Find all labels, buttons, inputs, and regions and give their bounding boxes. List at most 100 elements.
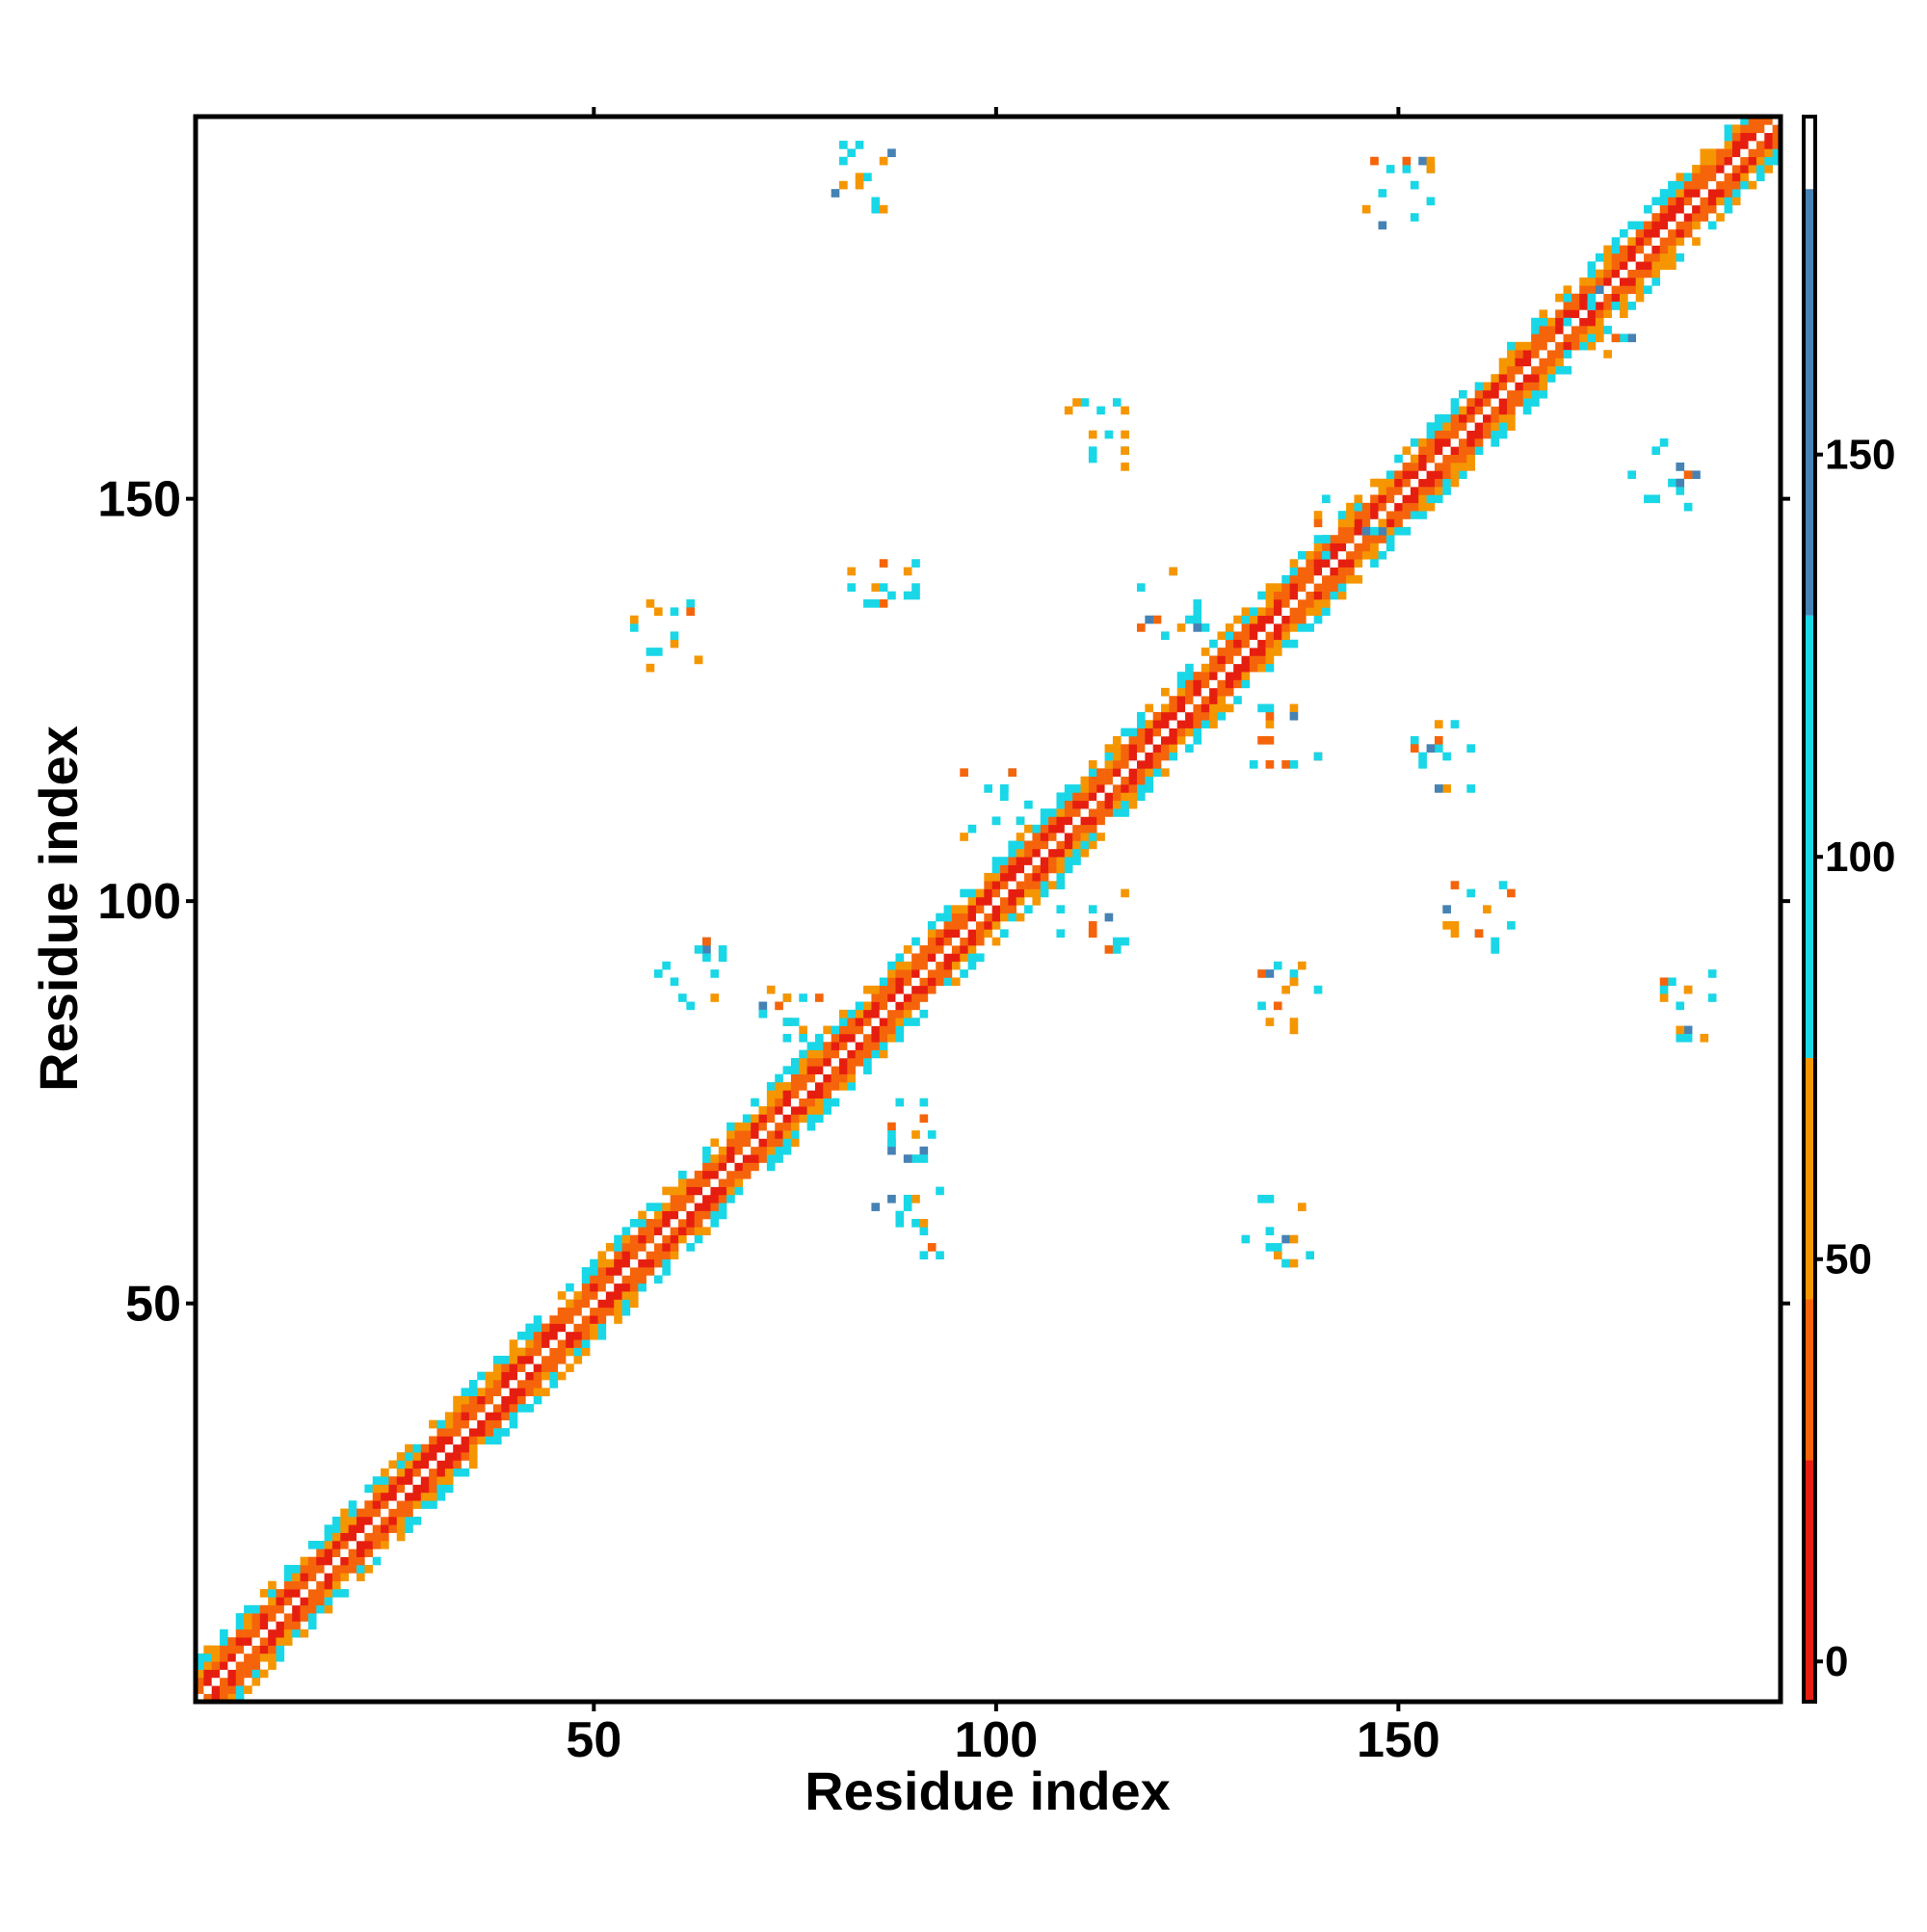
- heatmap-cell: [1507, 382, 1516, 391]
- heatmap-cell: [1507, 357, 1516, 367]
- heatmap-cell: [936, 937, 944, 946]
- heatmap-cell: [1644, 228, 1652, 238]
- heatmap-cell: [259, 1604, 269, 1614]
- heatmap-cell: [1498, 365, 1508, 375]
- heatmap-cell: [621, 1283, 631, 1292]
- heatmap-cell: [1539, 357, 1548, 367]
- heatmap-cell: [782, 1098, 792, 1107]
- heatmap-cell: [1088, 768, 1097, 778]
- heatmap-cell: [444, 1476, 454, 1485]
- heatmap-cell: [412, 1476, 422, 1485]
- heatmap-cell: [1507, 413, 1516, 423]
- heatmap-cell: [1185, 720, 1194, 728]
- heatmap-cell: [1056, 840, 1066, 850]
- heatmap-cell: [1016, 888, 1025, 898]
- heatmap-cell: [1716, 213, 1725, 222]
- heatmap-cell: [911, 1218, 920, 1228]
- heatmap-cell: [814, 1090, 824, 1099]
- heatmap-cell: [1064, 833, 1073, 841]
- heatmap-cell: [1659, 985, 1669, 994]
- heatmap-cell: [782, 1146, 792, 1155]
- heatmap-cell: [967, 953, 977, 963]
- heatmap-cell: [1731, 132, 1741, 142]
- heatmap-cell: [1394, 511, 1403, 519]
- heatmap-cell: [1241, 672, 1251, 680]
- heatmap-cell: [1378, 518, 1387, 528]
- heatmap-cell: [895, 1009, 905, 1019]
- heatmap-cell: [1217, 631, 1227, 641]
- heatmap-cell: [1394, 478, 1403, 488]
- heatmap-cell: [1257, 1001, 1266, 1011]
- heatmap-cell: [268, 1645, 277, 1654]
- heatmap-cell: [1442, 478, 1451, 488]
- heatmap-cell: [1265, 615, 1275, 624]
- heatmap-cell: [1128, 744, 1138, 753]
- heatmap-cell: [1257, 607, 1266, 617]
- heatmap-cell: [1619, 333, 1628, 343]
- heatmap-cell: [1676, 228, 1685, 238]
- heatmap-cell: [991, 896, 1001, 906]
- heatmap-cell: [605, 1291, 615, 1300]
- heatmap-cell: [911, 1194, 920, 1204]
- x-axis-title: Residue index: [805, 1760, 1171, 1821]
- heatmap-cell: [1651, 237, 1661, 246]
- heatmap-cell: [1539, 365, 1548, 375]
- heatmap-cell: [1225, 623, 1234, 632]
- heatmap-cell: [1731, 197, 1741, 206]
- heatmap-cell: [1265, 1227, 1275, 1235]
- heatmap-cell: [1474, 929, 1484, 939]
- heatmap-cell: [1273, 1251, 1282, 1260]
- heatmap-cell: [863, 172, 872, 182]
- heatmap-cell: [1104, 792, 1114, 802]
- heatmap-cell: [1707, 148, 1717, 158]
- heatmap-cell: [501, 1363, 510, 1372]
- heatmap-cell: [621, 1267, 631, 1276]
- heatmap-cell: [541, 1339, 550, 1348]
- heatmap-cell: [646, 1267, 655, 1276]
- heatmap-cell: [1136, 711, 1146, 721]
- heatmap-cell: [1402, 463, 1412, 471]
- heatmap-cell: [1209, 703, 1218, 713]
- heatmap-cell: [1386, 470, 1395, 480]
- heatmap-cell: [235, 1628, 245, 1638]
- heatmap-cell: [1016, 848, 1025, 858]
- heatmap-cell: [782, 1018, 792, 1026]
- heatmap-cell: [919, 985, 929, 994]
- heatmap-cell: [220, 1661, 228, 1670]
- heatmap-cell: [1000, 872, 1009, 882]
- heatmap-cell: [251, 1637, 261, 1646]
- heatmap-cell: [436, 1436, 446, 1445]
- heatmap-cell: [879, 156, 888, 166]
- heatmap-cell: [477, 1428, 486, 1437]
- heatmap-cell: [1088, 905, 1097, 913]
- heatmap-cell: [364, 1540, 374, 1549]
- heatmap-cell: [1361, 511, 1371, 519]
- heatmap-cell: [967, 896, 977, 906]
- heatmap-cell: [1418, 446, 1427, 456]
- heatmap-cell: [220, 1628, 228, 1638]
- heatmap-cell: [1627, 269, 1636, 278]
- heatmap-cell: [814, 1042, 824, 1050]
- heatmap-cell: [1587, 309, 1597, 319]
- heatmap-cell: [1450, 454, 1460, 463]
- colorbar-band: [1804, 615, 1815, 1058]
- heatmap-cell: [991, 905, 1001, 913]
- heatmap-cell: [1683, 985, 1693, 994]
- heatmap-cell: [1361, 535, 1371, 543]
- heatmap-cell: [1724, 141, 1733, 149]
- heatmap-cell: [646, 1203, 655, 1211]
- heatmap-cell: [790, 1122, 800, 1131]
- heatmap-cell: [1491, 389, 1500, 399]
- heatmap-cell: [1716, 165, 1725, 173]
- heatmap-cell: [566, 1299, 574, 1309]
- heatmap-cell: [790, 1098, 800, 1107]
- heatmap-cell: [960, 833, 968, 841]
- heatmap-cell: [307, 1565, 317, 1574]
- heatmap-cell: [975, 921, 985, 930]
- heatmap-cell: [1145, 720, 1153, 728]
- heatmap-cell: [1546, 341, 1556, 351]
- heatmap-cell: [605, 1258, 615, 1268]
- heatmap-cell: [686, 1210, 696, 1220]
- heatmap-cell: [1450, 463, 1460, 471]
- heatmap-cell: [1313, 559, 1323, 568]
